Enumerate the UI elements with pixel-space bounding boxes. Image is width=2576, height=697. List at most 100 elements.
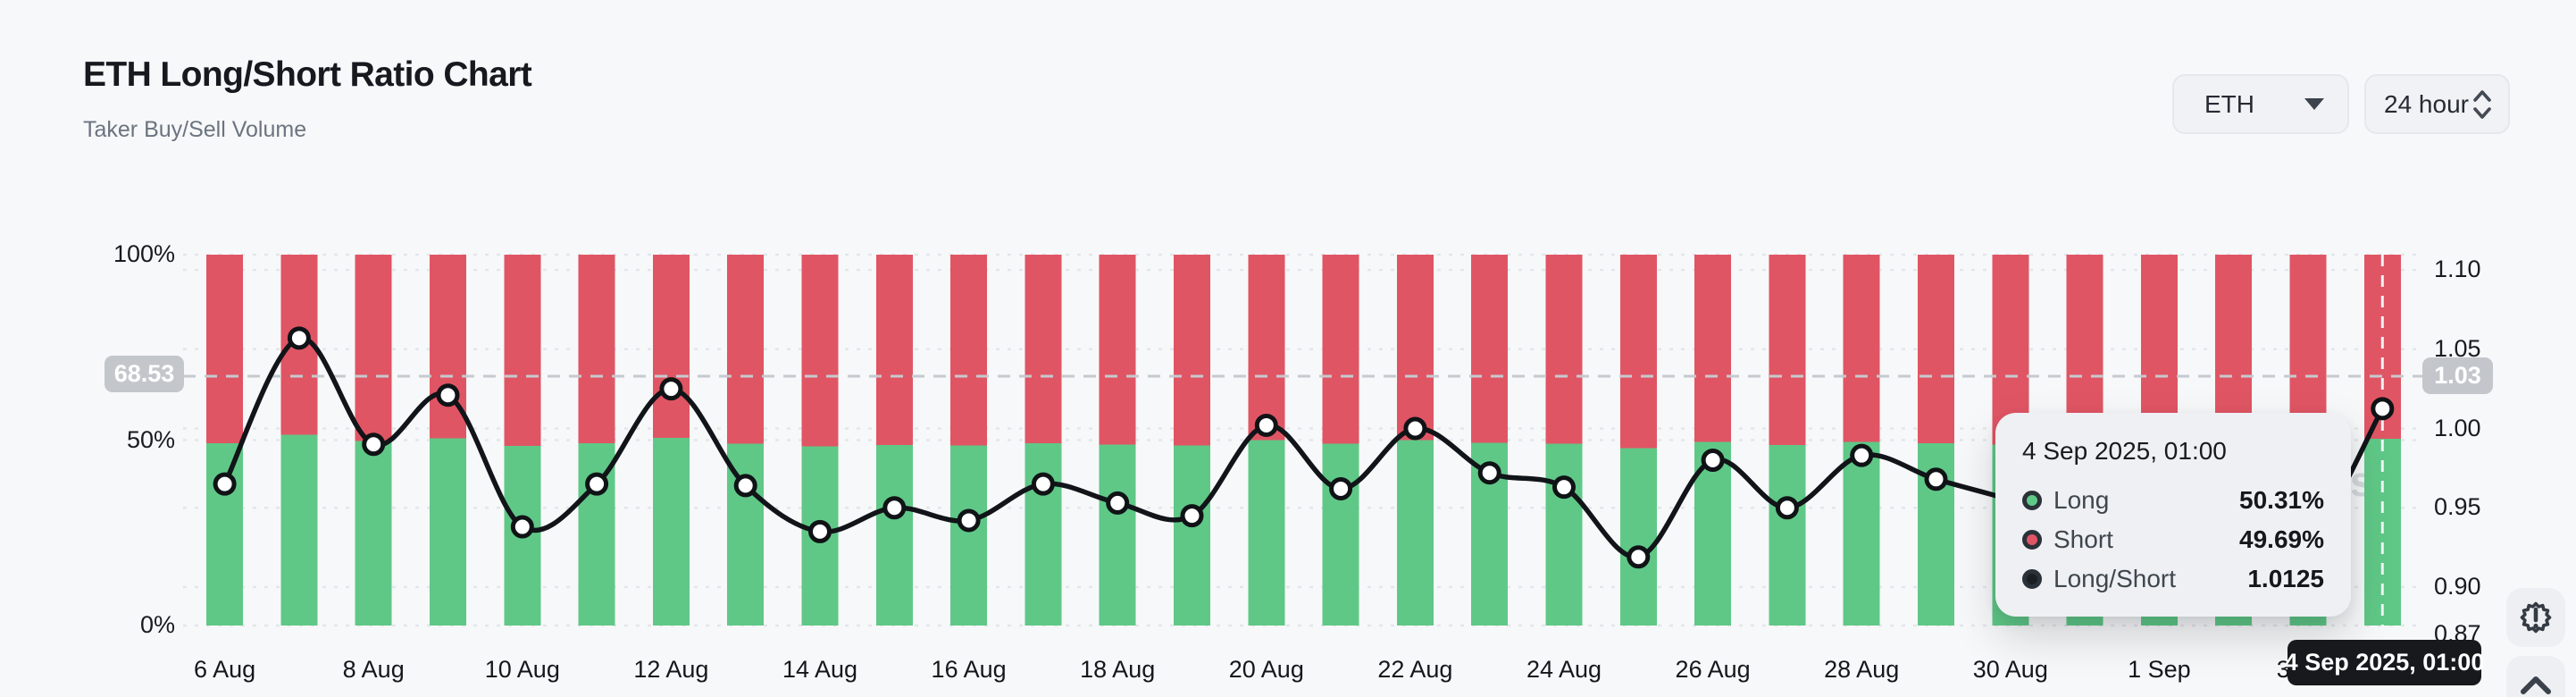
ratio-point-marker[interactable] — [1775, 496, 1799, 520]
ratio-point-marker[interactable] — [436, 383, 460, 407]
bar-long-segment[interactable] — [652, 437, 690, 626]
bar-short-segment[interactable] — [875, 255, 913, 445]
y-axis-right-label: 0.90 — [2434, 572, 2481, 600]
long-marker-icon — [2022, 491, 2042, 510]
bar-short-segment[interactable] — [1174, 255, 1210, 446]
bar-short-segment[interactable] — [727, 255, 765, 444]
bar-long-segment[interactable] — [1619, 448, 1657, 626]
dropdown-caret-icon — [2304, 98, 2324, 110]
bar-long-segment[interactable] — [206, 443, 244, 626]
bar-long-segment[interactable] — [355, 441, 392, 626]
bar-short-segment[interactable] — [1248, 255, 1285, 441]
bar-short-segment[interactable] — [1099, 255, 1136, 445]
bar-long-segment[interactable] — [280, 434, 318, 626]
bar-long-segment[interactable] — [1025, 443, 1062, 626]
stepper-chevrons-icon — [2473, 89, 2491, 119]
ratio-point-marker[interactable] — [287, 326, 311, 350]
x-axis-label: 16 Aug — [931, 656, 1007, 683]
bar-short-segment[interactable] — [801, 255, 839, 447]
interval-select[interactable]: 24 hour — [2364, 74, 2510, 134]
ratio-point-marker[interactable] — [1477, 461, 1501, 485]
ratio-point-marker[interactable] — [213, 472, 237, 496]
ratio-point-marker[interactable] — [1106, 491, 1130, 515]
bar-short-segment[interactable] — [1322, 255, 1359, 444]
short-marker-icon — [2022, 530, 2042, 550]
bar-short-segment[interactable] — [1694, 255, 1732, 442]
tooltip-date: 4 Sep 2025, 01:00 — [2022, 437, 2227, 465]
ratio-point-marker[interactable] — [362, 432, 386, 457]
bar-long-segment[interactable] — [1099, 444, 1136, 626]
ratio-point-marker[interactable] — [1180, 504, 1204, 528]
bar-long-segment[interactable] — [950, 445, 988, 626]
bar-long-segment[interactable] — [875, 444, 913, 626]
tooltip-long-label: Long — [2053, 486, 2110, 514]
tooltip-row-short: Short 49.69% — [2022, 520, 2324, 559]
bar-long-segment[interactable] — [430, 438, 466, 626]
y-axis-left-label: 0% — [139, 610, 175, 638]
x-axis-label: 1 Sep — [2128, 656, 2191, 683]
ratio-point-marker[interactable] — [957, 508, 981, 533]
y-axis-left-label: 50% — [126, 425, 175, 453]
bar-short-segment[interactable] — [652, 255, 690, 438]
y-axis-right-label: 1.00 — [2434, 414, 2481, 441]
ratio-point-marker[interactable] — [1924, 467, 1948, 491]
ratio-point-marker[interactable] — [659, 377, 683, 401]
ratio-point-marker[interactable] — [1627, 545, 1651, 569]
bar-long-segment[interactable] — [1545, 443, 1583, 626]
ratio-point-marker[interactable] — [2371, 397, 2395, 421]
ratio-point-marker[interactable] — [1329, 476, 1353, 500]
x-axis-label: 12 Aug — [633, 656, 709, 683]
tooltip-ratio-label: Long/Short — [2053, 565, 2176, 592]
ratio-point-marker[interactable] — [1031, 472, 1055, 496]
symbol-select-value: ETH — [2204, 89, 2254, 118]
collapse-button[interactable] — [2506, 656, 2565, 697]
bar-short-segment[interactable] — [1769, 255, 1806, 445]
ratio-point-marker[interactable] — [1850, 443, 1874, 467]
x-axis-label: 20 Aug — [1228, 656, 1304, 683]
bar-long-segment[interactable] — [1174, 445, 1210, 626]
x-axis-crosshair-pill: 4 Sep 2025, 01:00 — [2285, 640, 2484, 685]
alert-button[interactable] — [2506, 588, 2565, 647]
bar-short-segment[interactable] — [1545, 255, 1583, 444]
ratio-point-marker[interactable] — [1701, 449, 1725, 472]
bar-short-segment[interactable] — [206, 255, 244, 444]
y-axis-right-label: 1.05 — [2434, 334, 2481, 362]
bar-short-segment[interactable] — [1619, 255, 1657, 449]
bar-long-segment[interactable] — [1322, 443, 1359, 626]
crosshair-right-badge: 1.03 — [2422, 357, 2493, 394]
ratio-point-marker[interactable] — [1552, 475, 1576, 500]
ratio-point-marker[interactable] — [1403, 416, 1427, 441]
bar-short-segment[interactable] — [1471, 255, 1509, 443]
bar-long-segment[interactable] — [1396, 440, 1434, 626]
ratio-point-marker[interactable] — [808, 519, 832, 543]
bar-short-segment[interactable] — [355, 255, 392, 441]
x-axis-label: 22 Aug — [1377, 656, 1453, 683]
bar-short-segment[interactable] — [1843, 255, 1880, 442]
bar-short-segment[interactable] — [1396, 255, 1434, 441]
bar-long-segment[interactable] — [1843, 441, 1880, 626]
ratio-point-marker[interactable] — [510, 515, 534, 539]
y-axis-right-label: 0.95 — [2434, 493, 2481, 521]
x-axis-label: 30 Aug — [1972, 656, 2048, 683]
bar-short-segment[interactable] — [1992, 255, 2029, 445]
bar-short-segment[interactable] — [950, 255, 988, 446]
bar-short-segment[interactable] — [504, 255, 541, 447]
symbol-select[interactable]: ETH — [2172, 74, 2349, 134]
bar-long-segment[interactable] — [1769, 444, 1806, 626]
ratio-point-marker[interactable] — [882, 496, 907, 520]
chevron-up-icon — [2521, 676, 2551, 694]
ratio-point-marker[interactable] — [733, 474, 757, 498]
tooltip-short-label: Short — [2053, 525, 2113, 553]
crosshair-left-badge: 68.53 — [105, 356, 184, 392]
bar-short-segment[interactable] — [1918, 255, 1954, 443]
bar-short-segment[interactable] — [578, 255, 615, 444]
alert-badge-icon — [2520, 601, 2552, 634]
x-axis-label: 28 Aug — [1824, 656, 1900, 683]
bar-long-segment[interactable] — [1248, 440, 1285, 626]
ratio-marker-icon — [2022, 569, 2042, 589]
tooltip-long-value: 50.31% — [2239, 486, 2324, 514]
x-axis-label: 6 Aug — [194, 656, 256, 683]
ratio-point-marker[interactable] — [1254, 413, 1278, 437]
bar-short-segment[interactable] — [1025, 255, 1062, 444]
ratio-point-marker[interactable] — [585, 472, 609, 496]
